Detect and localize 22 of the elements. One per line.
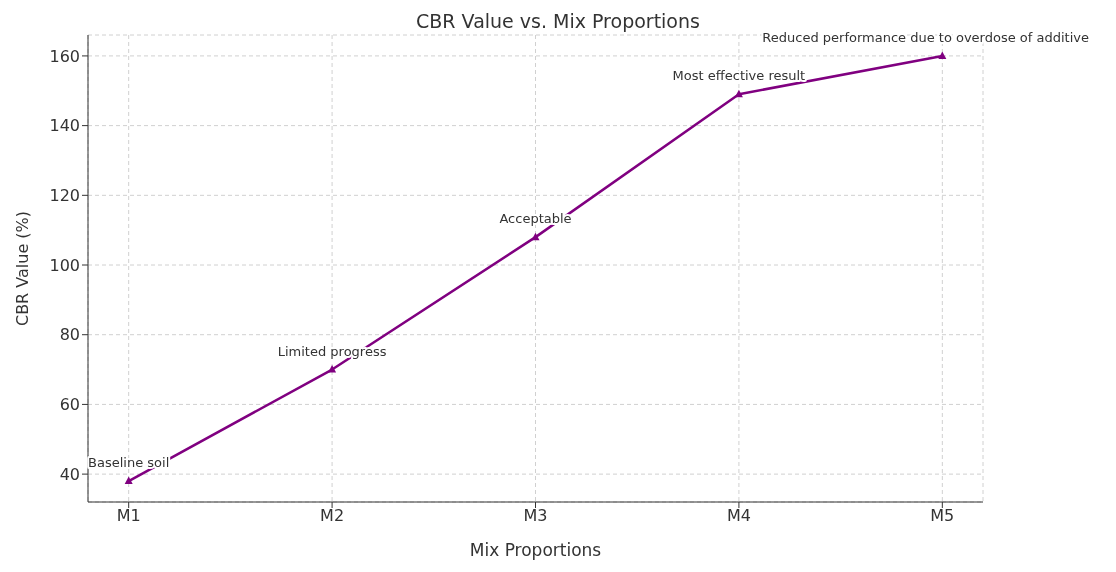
y-tick-label: 60 — [59, 395, 80, 415]
y-tick-label: 140 — [49, 116, 80, 136]
point — [328, 365, 337, 373]
point — [124, 476, 133, 485]
annotation: Reduced performance due to overdose of additive — [762, 29, 1090, 45]
point — [938, 51, 947, 59]
x-tick-label: M4 — [726, 506, 751, 526]
y-tick-label: 40 — [59, 464, 80, 484]
x-tick-label: M2 — [320, 506, 345, 526]
y-tick-label: 120 — [49, 185, 80, 205]
point — [531, 232, 540, 241]
y-tick-label: 160 — [49, 46, 80, 66]
x-tick-label: M1 — [116, 506, 141, 526]
chart-title: CBR Value vs. Mix Proportions — [416, 10, 700, 32]
y-tick-label: 100 — [49, 255, 80, 275]
x-tick-label: M5 — [930, 506, 955, 526]
x-axis-title: Mix Proportions — [469, 540, 602, 560]
point — [734, 89, 743, 98]
y-axis-title: CBR Value (%) — [12, 210, 32, 327]
annotation: Most effective result — [672, 68, 806, 84]
x-tick-label: M3 — [523, 506, 548, 526]
y-tick-label: 80 — [59, 325, 80, 345]
